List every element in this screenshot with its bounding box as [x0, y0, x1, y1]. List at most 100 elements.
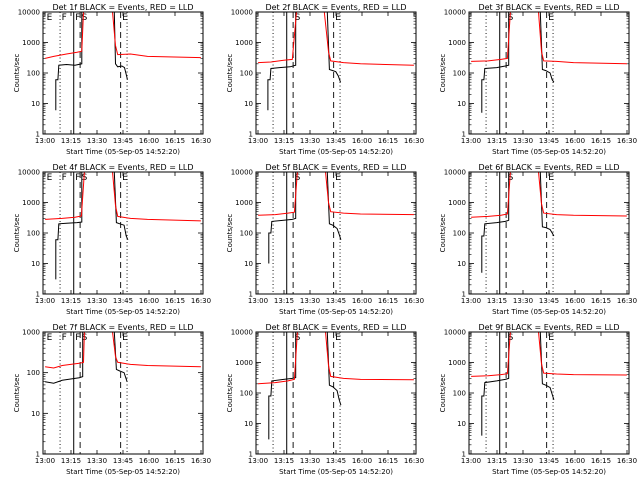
plot-frame — [255, 331, 417, 455]
x-tick-label: 13:00 — [248, 137, 268, 145]
x-tick-label: 13:15 — [487, 137, 507, 145]
x-tick-label: 16:00 — [139, 137, 159, 145]
x-tick-label: 13:15 — [61, 137, 81, 145]
x-tick-label: 13:45 — [113, 137, 133, 145]
series-line-lld — [325, 171, 414, 216]
series-line-events — [113, 11, 128, 80]
y-tick-label: 1000 — [22, 199, 40, 207]
marker-label: E — [335, 333, 341, 343]
marker-label: S — [295, 173, 301, 183]
series-line-lld — [258, 11, 297, 64]
series-line-lld — [112, 11, 201, 59]
y-tick-label: 1 — [462, 131, 466, 139]
chart-panel: Det 7f BLACK = Events, RED = LLD Start Ti… — [13, 323, 211, 476]
series-line-events — [268, 172, 297, 264]
chart-title: Det 4f BLACK = Events, RED = LLD — [52, 163, 193, 172]
y-tick-label: 100 — [27, 230, 40, 238]
chart-panel: Det 2f BLACK = Events, RED = LLD Start Ti… — [226, 3, 424, 156]
y-tick-label: 1000 — [448, 359, 466, 367]
x-tick-label: 16:30 — [404, 457, 424, 465]
x-axis-label: Start Time (05-Sep-05 14:52:20) — [66, 148, 180, 156]
series-line-lld — [45, 171, 85, 220]
chart-panel: Det 9f BLACK = Events, RED = LLD Start Ti… — [439, 323, 637, 476]
x-tick-label: 13:30 — [300, 457, 320, 465]
chart-panel: Det 3f BLACK = Events, RED = LLD Start Ti… — [439, 3, 637, 156]
y-tick-label: 10 — [457, 100, 466, 108]
series-line-events — [481, 172, 510, 273]
x-tick-label: 13:00 — [248, 297, 268, 305]
marker-label: E — [122, 13, 128, 23]
marker-label: E — [335, 13, 341, 23]
marker-label: E — [548, 333, 554, 343]
x-axis-label: Start Time (05-Sep-05 14:52:20) — [66, 308, 180, 316]
y-tick-label: 1 — [36, 291, 40, 299]
series-line-lld — [323, 11, 414, 66]
x-axis-label: Start Time (05-Sep-05 14:52:20) — [492, 308, 606, 316]
y-tick-label: 1000 — [22, 329, 40, 337]
x-tick-label: 16:15 — [591, 457, 611, 465]
x-tick-label: 16:15 — [165, 297, 185, 305]
y-tick-label: 10 — [31, 100, 40, 108]
y-tick-label: 1000 — [235, 199, 253, 207]
marker-label: S — [508, 13, 514, 23]
chart-title: Det 1f BLACK = Events, RED = LLD — [52, 3, 193, 12]
x-tick-label: 13:15 — [61, 457, 81, 465]
series-line-lld — [112, 171, 201, 222]
x-tick-label: 13:30 — [513, 457, 533, 465]
y-tick-label: 10000 — [444, 169, 466, 177]
x-axis-label: Start Time (05-Sep-05 14:52:20) — [279, 148, 393, 156]
marker-label: S — [295, 333, 301, 343]
marker-label: S — [82, 173, 88, 183]
y-tick-label: 10000 — [444, 329, 466, 337]
x-tick-label: 16:00 — [139, 297, 159, 305]
x-tick-label: 16:15 — [378, 457, 398, 465]
chart-panel: Det 8f BLACK = Events, RED = LLD Start Ti… — [226, 323, 424, 476]
series-line-lld — [471, 11, 511, 62]
series-line-events — [539, 171, 555, 237]
y-tick-label: 100 — [27, 369, 40, 377]
chart-panel: Det 6f BLACK = Events, RED = LLD Start Ti… — [439, 163, 637, 316]
x-tick-label: 13:15 — [487, 297, 507, 305]
x-tick-label: 16:00 — [352, 137, 372, 145]
series-line-events — [268, 332, 297, 440]
x-tick-label: 16:00 — [352, 457, 372, 465]
x-tick-label: 13:00 — [461, 137, 481, 145]
y-axis-label: Counts/sec — [13, 374, 21, 413]
x-tick-label: 13:45 — [326, 457, 346, 465]
x-tick-label: 13:45 — [539, 297, 559, 305]
x-tick-label: 13:45 — [326, 297, 346, 305]
x-tick-label: 16:30 — [617, 297, 637, 305]
x-axis-label: Start Time (05-Sep-05 14:52:20) — [492, 468, 606, 476]
y-tick-label: 10000 — [18, 169, 40, 177]
series-line-lld — [538, 171, 627, 217]
series-line-lld — [258, 171, 298, 216]
x-tick-label: 13:30 — [300, 297, 320, 305]
y-tick-label: 100 — [240, 230, 253, 238]
series-line-events — [481, 332, 510, 436]
y-tick-label: 1000 — [235, 359, 253, 367]
y-tick-label: 1000 — [22, 39, 40, 47]
plot-frame — [42, 11, 204, 135]
x-tick-label: 13:45 — [113, 457, 133, 465]
x-tick-label: 16:30 — [191, 137, 211, 145]
x-tick-label: 13:15 — [274, 297, 294, 305]
y-tick-label: 1000 — [235, 39, 253, 47]
y-tick-label: 10000 — [231, 169, 253, 177]
x-axis-label: Start Time (05-Sep-05 14:52:20) — [66, 468, 180, 476]
series-line-events — [55, 172, 83, 280]
marker-label: F — [75, 173, 80, 183]
x-tick-label: 16:30 — [191, 457, 211, 465]
x-tick-label: 13:30 — [513, 137, 533, 145]
x-tick-label: 13:30 — [87, 457, 107, 465]
chart-title: Det 8f BLACK = Events, RED = LLD — [265, 323, 406, 332]
y-tick-label: 10 — [244, 420, 253, 428]
plot-frame — [468, 171, 630, 295]
chart-title: Det 5f BLACK = Events, RED = LLD — [265, 163, 406, 172]
y-tick-label: 10 — [31, 410, 40, 418]
series-line-events — [326, 171, 342, 240]
plot-frame — [42, 171, 204, 295]
y-axis-label: Counts/sec — [13, 54, 21, 93]
y-tick-label: 100 — [453, 70, 466, 78]
y-axis-label: Counts/sec — [226, 374, 234, 413]
series-line-lld — [44, 11, 84, 59]
